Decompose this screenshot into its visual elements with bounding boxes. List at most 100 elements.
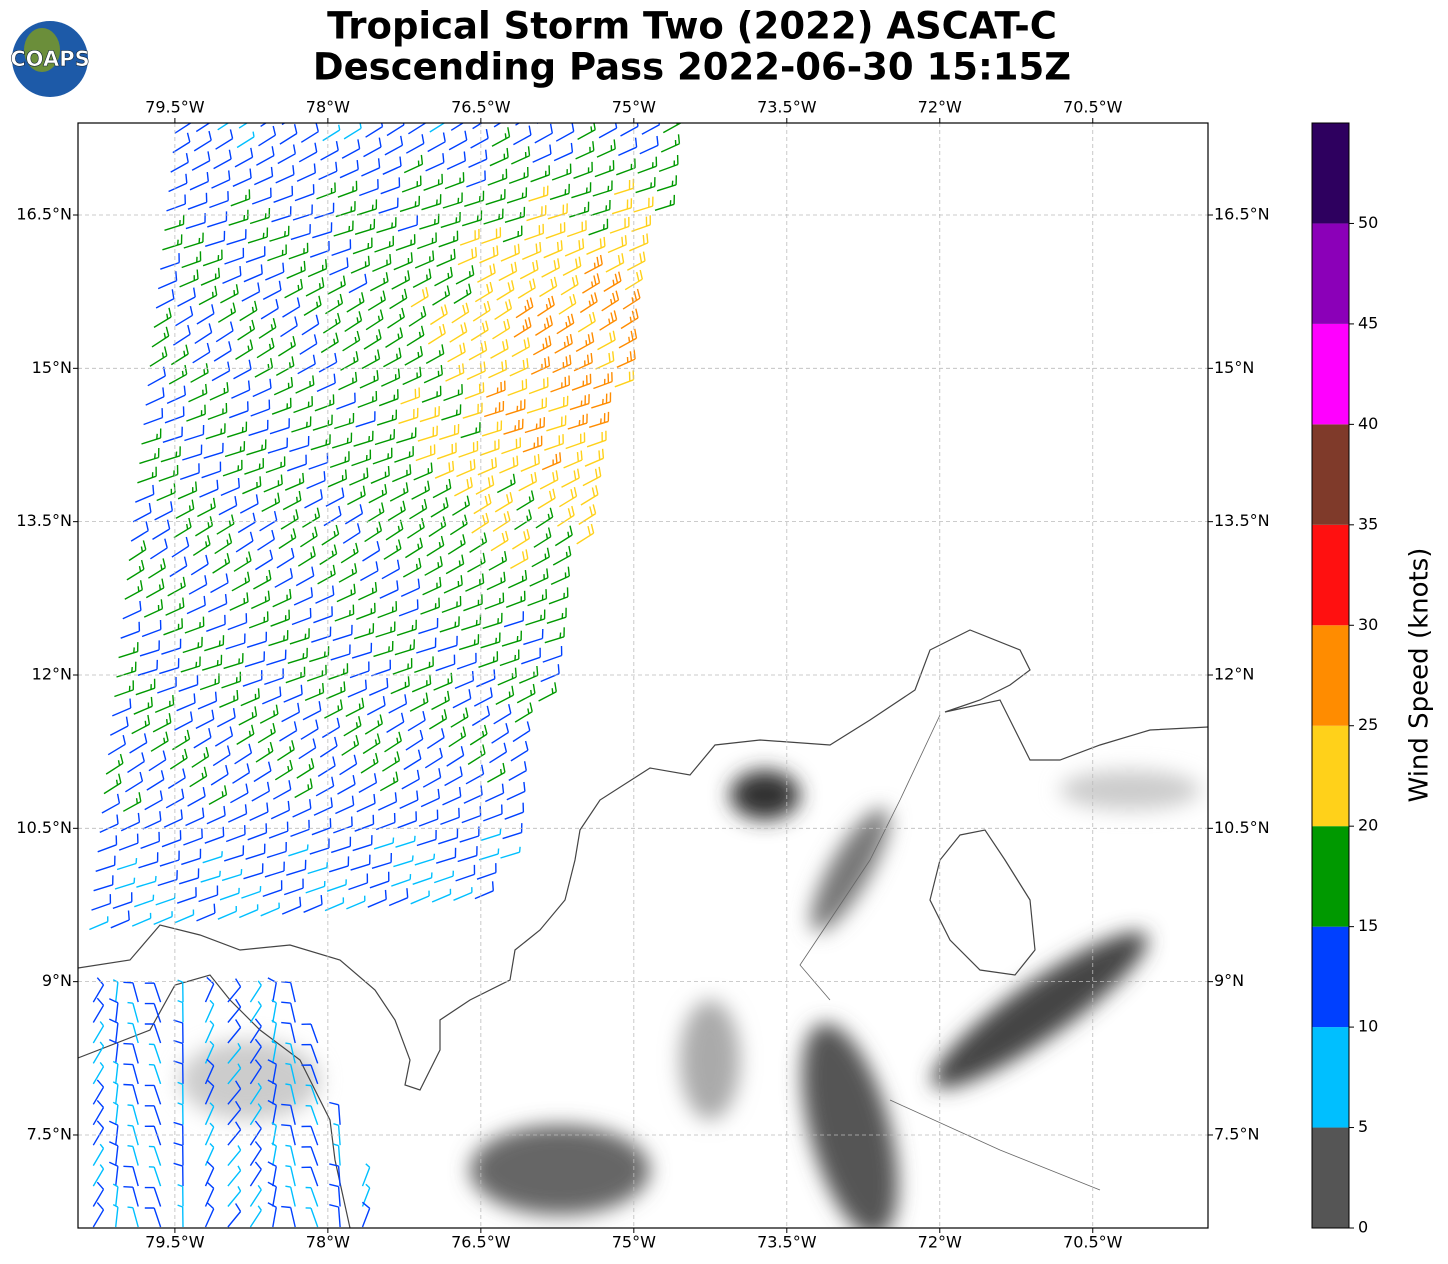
wind-barb [123,1083,139,1105]
wind-barb [398,407,419,425]
wind-barb [522,435,543,453]
wind-barb [414,656,434,674]
wind-barb [516,490,535,511]
wind-barb [483,208,504,225]
wind-barb [301,1023,319,1044]
wind-barb [204,1020,215,1044]
wind-barb [551,163,572,181]
wind-barb [459,826,480,843]
wind-barb [387,500,406,522]
wind-barb [609,216,630,234]
wind-barb [312,414,333,431]
wind-barb [251,187,272,205]
lake-coastline [929,829,1036,976]
wind-barb [141,619,162,638]
wind-barb [258,318,277,339]
wind-barb [189,766,208,788]
x-tick-label: 73.5°W [757,98,817,117]
wind-barb [250,399,271,417]
wind-barb [252,378,272,398]
wind-barb [488,550,508,571]
wind-barb [410,890,430,905]
wind-barb [219,887,240,901]
wind-barb [89,916,109,931]
wind-barb [109,1120,119,1146]
wind-barb [127,752,145,773]
wind-barb [424,556,443,576]
wind-barb [353,430,374,447]
wind-barb [349,467,369,486]
wind-barb [493,123,502,128]
wind-barb [303,295,322,316]
wind-barb [529,568,549,587]
wind-barb [146,770,165,791]
wind-barb [363,137,382,158]
wind-barb [316,182,336,200]
wind-barb [402,557,422,578]
wind-barb [281,1205,296,1228]
wind-barb [176,693,196,712]
wind-barb [358,582,378,601]
wind-barb [499,649,520,667]
wind-barb [109,1141,119,1166]
wind-barb [371,659,391,677]
wind-barb [599,310,618,331]
wind-barb [204,1079,215,1105]
wind-barb [297,354,316,375]
wind-barb [513,125,532,146]
wind-barb [264,861,285,878]
wind-barb [344,311,363,332]
wind-barb [459,228,480,246]
wind-barb [342,330,361,352]
wind-barb [446,151,466,170]
wind-barb [505,590,526,608]
wind-barb [492,511,511,532]
wind-barb [173,1142,184,1166]
wind-barb [560,275,579,296]
wind-barb [280,316,298,338]
wind-barb [479,439,500,456]
wind-barb [275,356,295,377]
wind-barb [178,868,200,885]
y-tick-label: 10.5°N [1214,818,1270,837]
wind-barb [270,800,290,820]
wind-barb [241,282,261,302]
wind-barb [243,264,263,283]
wind-barb [129,733,148,754]
wind-barb [103,773,122,795]
wind-barb [341,139,361,159]
wind-barb [501,630,522,647]
wind-barb [356,602,376,620]
wind-barb [290,224,311,241]
wind-barb [230,189,251,207]
wind-barb [321,717,341,739]
wind-barb [490,530,509,552]
wind-barb [247,823,268,841]
wind-barb [148,1063,162,1085]
wind-barb [144,790,163,811]
wind-barb [546,607,567,624]
wind-barb [340,351,359,371]
wind-barb [202,851,223,864]
wind-barb [112,979,119,1003]
wind-barb [271,1122,277,1146]
colorbar-tick-label: 20 [1358,816,1378,835]
wind-barb [352,835,373,852]
wind-barb [173,517,192,539]
wind-barb [256,146,275,166]
wind-barb [377,601,398,619]
wind-barb [510,549,529,570]
wind-barb [579,292,598,314]
wind-barb [575,141,595,160]
colorbar-tick-label: 30 [1358,615,1378,634]
wind-barb [405,134,425,154]
wind-barb [613,178,635,195]
wind-barb [177,481,198,500]
wind-barb [301,1166,319,1187]
wind-barb [253,761,272,783]
wind-barb [392,464,412,483]
wind-barb [437,635,458,652]
wind-barb [211,361,231,382]
wind-barb [266,841,287,859]
